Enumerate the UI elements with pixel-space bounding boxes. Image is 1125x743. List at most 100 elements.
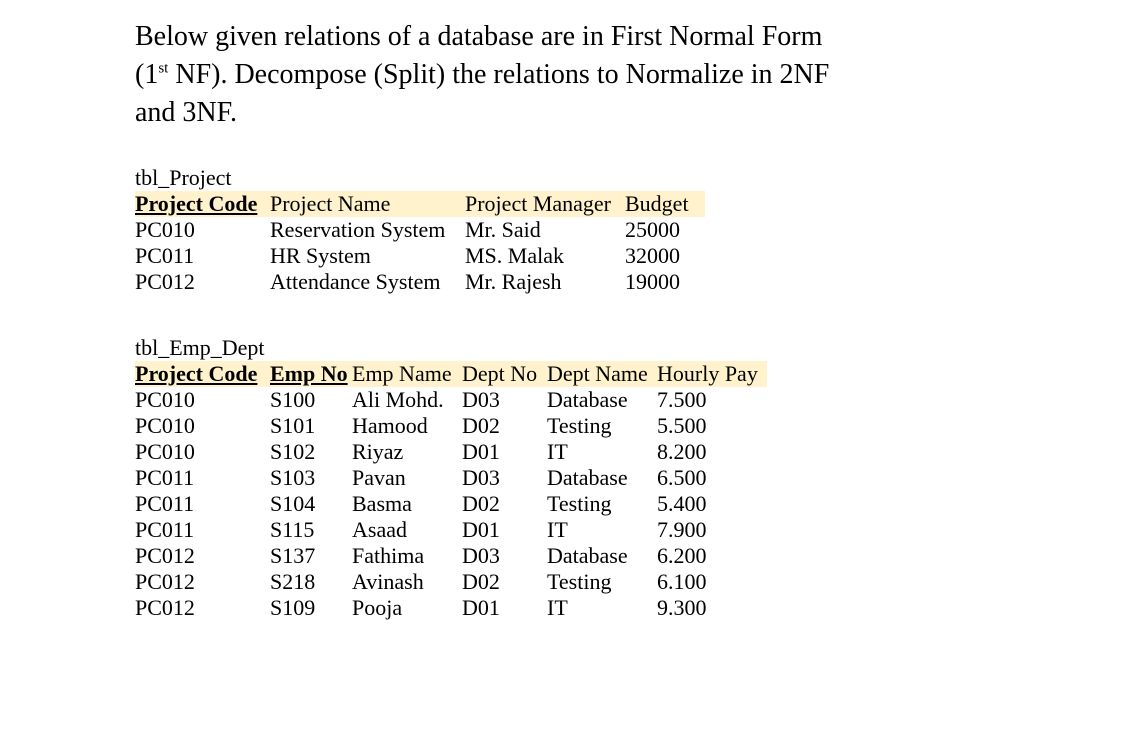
tbl-emp-dept: Project CodeEmp NoEmp NameDept NoDept Na…	[135, 361, 767, 621]
tbl-emp-dept-header: Project Code	[135, 361, 270, 387]
table-cell: 6.500	[657, 465, 767, 491]
table-cell: Basma	[352, 491, 462, 517]
table-cell: 7.900	[657, 517, 767, 543]
table-row: PC012S109PoojaD01IT9.300	[135, 595, 767, 621]
table-cell: Database	[547, 465, 657, 491]
table-cell: 19000	[625, 269, 705, 295]
table-cell: Testing	[547, 413, 657, 439]
table-cell: Attendance System	[270, 269, 465, 295]
q-line2a: (1	[135, 59, 158, 90]
table-cell: PC012	[135, 269, 270, 295]
table-cell: Reservation System	[270, 217, 465, 243]
tbl-project-header: Project Name	[270, 191, 465, 217]
table-cell: Ali Mohd.	[352, 387, 462, 413]
table-row: PC010S102RiyazD01IT8.200	[135, 439, 767, 465]
table-cell: PC011	[135, 491, 270, 517]
table-cell: 5.500	[657, 413, 767, 439]
table-row: PC011S104BasmaD02Testing5.400	[135, 491, 767, 517]
table-cell: D01	[462, 439, 547, 465]
table-cell: D03	[462, 465, 547, 491]
table-cell: Pooja	[352, 595, 462, 621]
q-line1: Below given relations of a database are …	[135, 21, 822, 52]
table-cell: MS. Malak	[465, 243, 625, 269]
tbl-project-header: Project Manager	[465, 191, 625, 217]
tbl-project-header-row: Project CodeProject NameProject ManagerB…	[135, 191, 705, 217]
table-cell: 25000	[625, 217, 705, 243]
tbl-emp-dept-header: Dept No	[462, 361, 547, 387]
table-cell: PC012	[135, 595, 270, 621]
table-cell: Hamood	[352, 413, 462, 439]
q-sup: st	[158, 60, 168, 76]
table-cell: D03	[462, 543, 547, 569]
table-cell: PC011	[135, 517, 270, 543]
table-cell: IT	[547, 439, 657, 465]
table-cell: 6.100	[657, 569, 767, 595]
table-row: PC011S103PavanD03Database6.500	[135, 465, 767, 491]
table-cell: PC010	[135, 217, 270, 243]
table-cell: D03	[462, 387, 547, 413]
table-row: PC012S137FathimaD03Database6.200	[135, 543, 767, 569]
table-cell: S101	[270, 413, 352, 439]
table-cell: Mr. Said	[465, 217, 625, 243]
table-cell: PC012	[135, 543, 270, 569]
table-cell: Riyaz	[352, 439, 462, 465]
table-cell: Testing	[547, 491, 657, 517]
table-cell: IT	[547, 517, 657, 543]
table-cell: Database	[547, 387, 657, 413]
table-cell: PC011	[135, 243, 270, 269]
tbl-emp-dept-header-row: Project CodeEmp NoEmp NameDept NoDept Na…	[135, 361, 767, 387]
tbl-emp-dept-caption: tbl_Emp_Dept	[135, 335, 1005, 361]
tbl-emp-dept-block: tbl_Emp_Dept Project CodeEmp NoEmp NameD…	[135, 335, 1005, 621]
table-row: PC011HR SystemMS. Malak32000	[135, 243, 705, 269]
table-cell: S100	[270, 387, 352, 413]
table-cell: Mr. Rajesh	[465, 269, 625, 295]
tbl-emp-dept-header: Emp Name	[352, 361, 462, 387]
table-cell: S109	[270, 595, 352, 621]
table-cell: 8.200	[657, 439, 767, 465]
table-cell: Pavan	[352, 465, 462, 491]
table-row: PC012Attendance SystemMr. Rajesh19000	[135, 269, 705, 295]
table-cell: PC010	[135, 439, 270, 465]
table-cell: D01	[462, 517, 547, 543]
tbl-emp-dept-header: Dept Name	[547, 361, 657, 387]
table-cell: S218	[270, 569, 352, 595]
table-cell: PC012	[135, 569, 270, 595]
table-cell: D02	[462, 413, 547, 439]
table-cell: S103	[270, 465, 352, 491]
table-cell: S137	[270, 543, 352, 569]
table-cell: D01	[462, 595, 547, 621]
page: Below given relations of a database are …	[0, 0, 1125, 743]
tbl-project-header: Project Code	[135, 191, 270, 217]
question-text: Below given relations of a database are …	[135, 18, 1005, 131]
table-cell: Avinash	[352, 569, 462, 595]
table-cell: S102	[270, 439, 352, 465]
tbl-project-block: tbl_Project Project CodeProject NameProj…	[135, 165, 1005, 295]
table-cell: Asaad	[352, 517, 462, 543]
table-row: PC012S218AvinashD02Testing6.100	[135, 569, 767, 595]
table-cell: IT	[547, 595, 657, 621]
tbl-project-caption: tbl_Project	[135, 165, 1005, 191]
table-row: PC010S100Ali Mohd.D03Database7.500	[135, 387, 767, 413]
table-cell: 6.200	[657, 543, 767, 569]
table-cell: D02	[462, 569, 547, 595]
table-cell: 9.300	[657, 595, 767, 621]
table-cell: D02	[462, 491, 547, 517]
tbl-project-header: Budget	[625, 191, 705, 217]
table-cell: HR System	[270, 243, 465, 269]
table-cell: 32000	[625, 243, 705, 269]
table-cell: S104	[270, 491, 352, 517]
table-row: PC011S115AsaadD01IT7.900	[135, 517, 767, 543]
q-line2b: NF). Decompose (Split) the relations to …	[168, 59, 829, 90]
table-cell: Fathima	[352, 543, 462, 569]
table-row: PC010Reservation SystemMr. Said25000	[135, 217, 705, 243]
table-cell: Database	[547, 543, 657, 569]
table-cell: PC011	[135, 465, 270, 491]
table-row: PC010S101HamoodD02Testing5.500	[135, 413, 767, 439]
table-cell: S115	[270, 517, 352, 543]
table-cell: 5.400	[657, 491, 767, 517]
table-cell: 7.500	[657, 387, 767, 413]
table-cell: Testing	[547, 569, 657, 595]
tbl-emp-dept-header: Hourly Pay	[657, 361, 767, 387]
table-cell: PC010	[135, 413, 270, 439]
q-line3: and 3NF.	[135, 97, 237, 128]
